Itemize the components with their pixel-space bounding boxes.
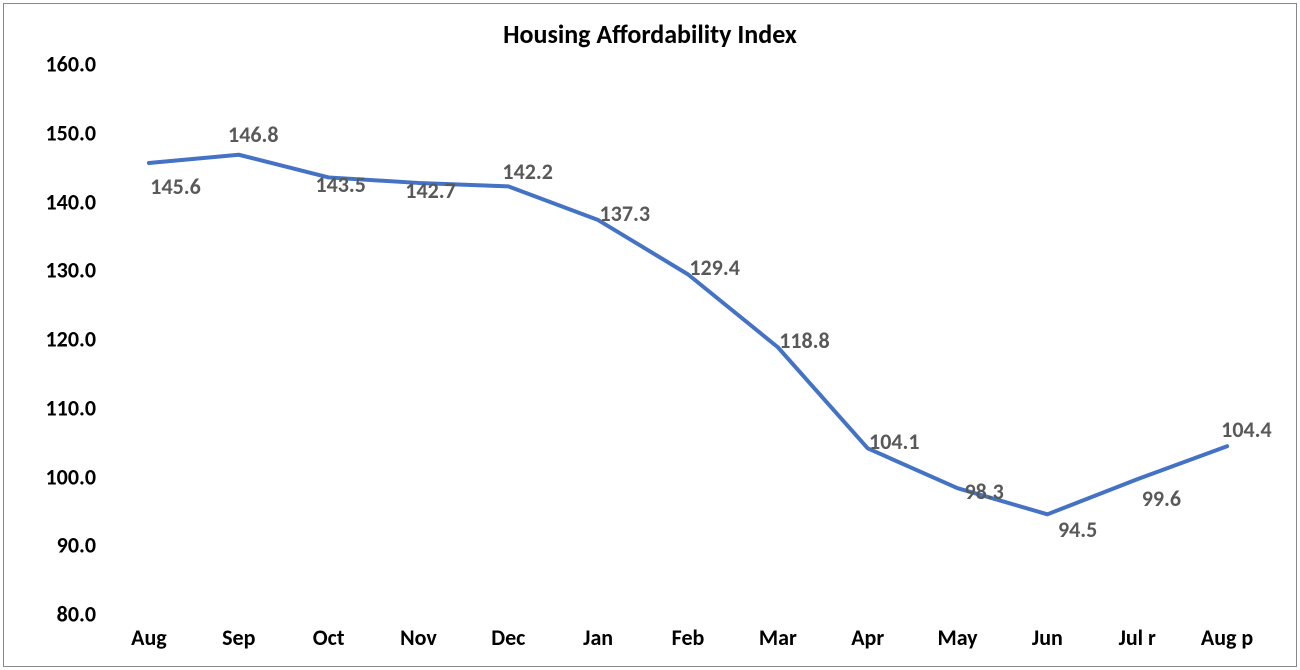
y-axis-tick: 150.0: [46, 119, 96, 146]
x-axis-tick: Mar: [759, 624, 797, 651]
x-axis-tick: Jun: [1032, 624, 1063, 651]
x-axis-tick: Aug p: [1201, 624, 1253, 651]
y-axis-tick: 110.0: [46, 394, 96, 421]
data-label: 143.5: [315, 171, 365, 198]
x-axis-tick: Dec: [491, 624, 525, 651]
x-axis-tick: Sep: [222, 624, 255, 651]
line-series: [149, 155, 1227, 515]
x-axis-tick: Oct: [313, 624, 345, 651]
chart-title: Housing Affordability Index: [4, 18, 1296, 50]
data-label: 142.7: [405, 177, 455, 204]
y-axis-tick: 140.0: [46, 188, 96, 215]
chart-frame: Housing Affordability Index 80.090.0100.…: [3, 3, 1297, 667]
data-label: 137.3: [600, 200, 650, 227]
data-label: 129.4: [689, 254, 739, 281]
y-axis-tick: 80.0: [57, 601, 96, 628]
x-axis-tick: May: [937, 624, 977, 651]
x-axis-tick: Jan: [583, 624, 613, 651]
x-axis-tick: Jul r: [1119, 624, 1156, 651]
data-label: 146.8: [228, 121, 278, 148]
data-label: 104.4: [1221, 416, 1271, 443]
x-axis-tick: Aug: [131, 624, 167, 651]
x-axis-tick: Nov: [400, 624, 437, 651]
y-axis-tick: 120.0: [46, 326, 96, 353]
data-label: 142.2: [502, 158, 552, 185]
plot-area: 80.090.0100.0110.0120.0130.0140.0150.016…: [104, 64, 1272, 614]
x-axis-tick: Feb: [672, 624, 705, 651]
y-axis-tick: 130.0: [46, 257, 96, 284]
y-axis-tick: 90.0: [57, 532, 96, 559]
data-label: 99.6: [1142, 485, 1181, 512]
data-label: 145.6: [150, 173, 200, 200]
data-label: 94.5: [1058, 516, 1097, 543]
x-axis-tick: Apr: [851, 624, 884, 651]
data-label: 104.1: [869, 428, 919, 455]
y-axis-tick: 160.0: [46, 51, 96, 78]
data-label: 98.3: [964, 478, 1003, 505]
data-label: 118.8: [779, 327, 829, 354]
y-axis-tick: 100.0: [46, 463, 96, 490]
